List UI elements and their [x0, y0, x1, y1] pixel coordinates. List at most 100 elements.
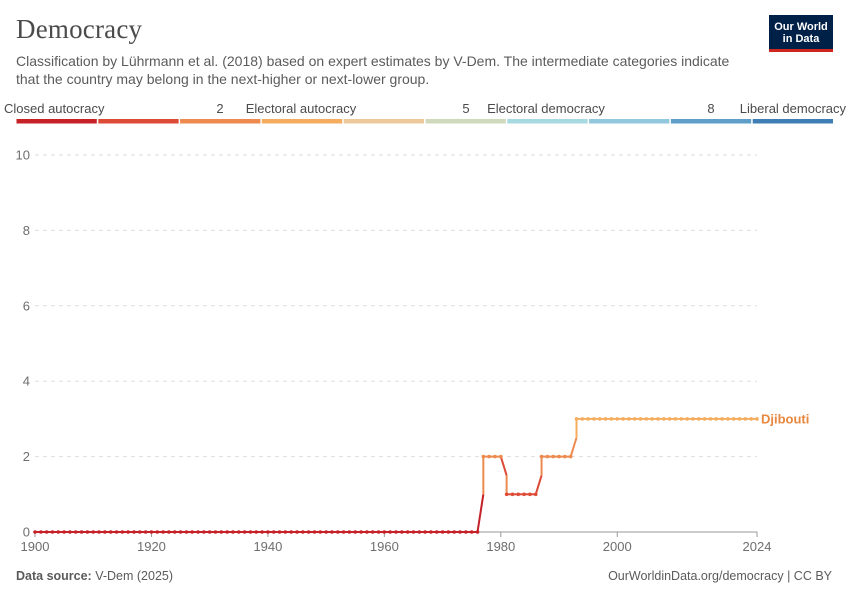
data-point	[720, 417, 724, 421]
legend-label: Closed autocracy	[4, 101, 105, 116]
legend-swatch	[507, 119, 588, 124]
y-axis-ticks: 0 2 4 6 8 10	[16, 148, 30, 540]
data-point	[295, 530, 299, 534]
logo-line-1: Our World	[774, 21, 828, 33]
data-point	[440, 530, 445, 534]
legend-label: Electoral autocracy	[246, 101, 357, 116]
data-point	[114, 530, 119, 534]
data-point	[417, 530, 422, 534]
data-point	[73, 530, 78, 534]
data-point	[266, 530, 270, 534]
data-point	[388, 530, 392, 534]
data-point	[638, 417, 643, 421]
data-point	[493, 454, 497, 459]
data-point	[539, 454, 544, 459]
y-tick-label: 0	[23, 525, 30, 540]
data-point	[85, 530, 90, 534]
data-point	[330, 530, 334, 534]
data-point	[586, 417, 590, 421]
data-point	[533, 492, 538, 497]
series-labels: Djibouti	[761, 411, 809, 426]
data-point	[545, 454, 550, 459]
legend-swatch	[589, 119, 670, 124]
series-label: Djibouti	[761, 411, 809, 426]
data-point	[434, 530, 439, 534]
series-segment	[476, 494, 485, 533]
data-point	[97, 530, 101, 534]
data-point	[696, 417, 701, 421]
data-point	[551, 454, 556, 459]
data-point	[592, 417, 596, 421]
data-point	[731, 417, 736, 421]
x-tick-label: 1980	[486, 539, 515, 554]
legend-swatch	[670, 119, 752, 124]
data-point	[522, 492, 526, 497]
data-point	[499, 454, 503, 459]
data-point	[475, 530, 480, 534]
x-tick-label: 2000	[603, 539, 632, 554]
data-point	[231, 530, 235, 534]
data-point	[394, 530, 398, 534]
legend-swatch	[180, 119, 261, 124]
data-point	[91, 530, 96, 534]
y-tick-label: 2	[23, 449, 30, 464]
legend-label: 2	[216, 101, 223, 116]
data-point	[685, 417, 689, 421]
data-point	[452, 530, 457, 534]
gridlines	[35, 154, 757, 458]
y-tick-label: 10	[16, 148, 30, 163]
data-point	[143, 530, 148, 534]
data-point	[568, 454, 573, 459]
data-source: Data source: V-Dem (2025)	[16, 569, 173, 583]
owid-logo[interactable]: Our World in Data	[769, 15, 833, 52]
legend-swatch	[98, 119, 179, 124]
data-point	[400, 530, 404, 534]
data-point	[132, 530, 136, 534]
data-point	[609, 417, 614, 421]
y-tick-label: 8	[23, 223, 30, 238]
data-point	[68, 530, 72, 534]
data-point	[33, 530, 37, 534]
data-point	[120, 530, 125, 534]
legend-label: Electoral democracy	[487, 101, 605, 116]
data-point	[202, 530, 206, 534]
y-tick-label: 6	[23, 298, 30, 313]
legend-label: 8	[707, 101, 714, 116]
data-point	[103, 530, 107, 534]
footer-link[interactable]: OurWorldinData.org/democracy | CC BY	[608, 569, 832, 583]
data-point	[50, 530, 55, 534]
data-point	[172, 530, 177, 534]
data-point	[353, 530, 358, 534]
data-point	[528, 492, 532, 497]
data-point	[481, 454, 486, 459]
data-point	[755, 417, 759, 421]
data-point	[714, 417, 719, 421]
data-point	[749, 417, 753, 421]
legend-swatch	[261, 119, 343, 124]
data-point	[161, 530, 165, 534]
data-point	[510, 492, 515, 497]
series-points	[33, 417, 759, 534]
data-point	[108, 530, 113, 534]
data-point	[632, 417, 637, 421]
data-point	[615, 417, 620, 421]
data-point	[458, 530, 462, 534]
data-point	[190, 530, 195, 534]
x-tick-label: 2024	[743, 539, 772, 554]
data-point	[271, 530, 276, 534]
data-point	[56, 530, 61, 534]
data-point	[487, 454, 491, 459]
data-point	[376, 530, 381, 534]
data-point	[429, 530, 433, 534]
data-point	[650, 417, 654, 421]
data-point	[673, 417, 678, 421]
data-point	[405, 530, 410, 534]
color-legend: Closed autocracy 2 Electoral autocracy 5 Ele…	[4, 101, 846, 124]
logo-line-2: in Data	[782, 33, 820, 45]
x-tick-label: 1960	[370, 539, 399, 554]
data-point	[644, 417, 649, 421]
data-point	[79, 530, 84, 534]
data-source-value[interactable]: V-Dem (2025)	[95, 569, 174, 583]
data-point	[563, 454, 567, 459]
